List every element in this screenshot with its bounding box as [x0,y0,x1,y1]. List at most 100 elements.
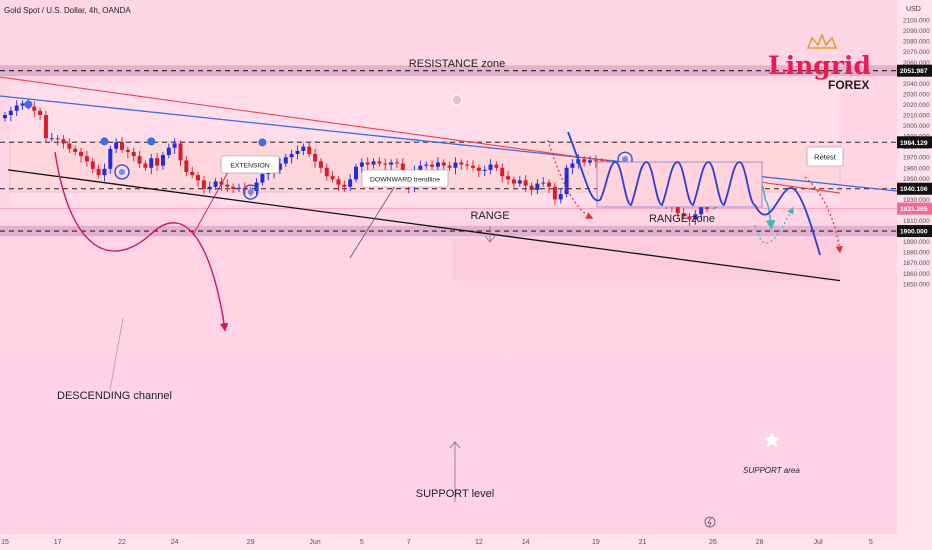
candle[interactable] [354,163,358,183]
candle-body [371,161,376,165]
candle[interactable] [172,138,177,155]
candle[interactable] [231,183,236,194]
candle[interactable] [348,174,353,191]
candle[interactable] [90,158,95,174]
candle[interactable] [541,177,546,187]
candle[interactable] [79,147,84,163]
candle[interactable] [8,106,13,122]
candle[interactable] [137,150,142,168]
candle[interactable] [570,159,575,175]
candle[interactable] [447,161,452,171]
candle[interactable] [184,156,189,177]
candle[interactable] [523,175,528,193]
candle[interactable] [506,170,511,185]
candle[interactable] [488,159,493,175]
candle-body [330,176,335,180]
candle[interactable] [453,157,458,175]
candle[interactable] [237,183,241,193]
candle[interactable] [359,158,364,174]
candle[interactable] [67,138,72,153]
candle[interactable] [558,188,563,204]
candle[interactable] [441,159,446,170]
candle[interactable] [38,107,43,121]
candle[interactable] [517,176,522,187]
candle[interactable] [295,145,300,160]
candle[interactable] [681,207,686,220]
candle[interactable] [125,146,130,159]
candle[interactable] [108,145,113,175]
candle[interactable] [476,164,481,178]
candle[interactable] [55,135,60,146]
candle[interactable] [190,166,195,179]
candle[interactable] [3,111,7,122]
candle[interactable] [166,143,171,159]
candle[interactable] [471,160,475,171]
candle[interactable] [511,176,516,188]
candle[interactable] [564,164,569,198]
candle[interactable] [96,164,101,179]
candle[interactable] [14,100,19,117]
candle[interactable] [225,179,230,193]
candle[interactable] [588,156,592,166]
candle[interactable] [289,149,294,164]
crown-icon [806,32,838,49]
candle[interactable] [547,179,552,194]
candle[interactable] [593,155,598,168]
candle[interactable] [307,142,312,158]
candle[interactable] [283,154,288,167]
candle[interactable] [377,157,382,167]
candle[interactable] [687,213,692,226]
candle[interactable] [84,150,89,167]
candle[interactable] [61,135,66,149]
x-tick-label: 24 [171,539,179,546]
target-star-icon [764,432,780,447]
candle[interactable] [529,182,534,196]
candle[interactable] [178,140,183,166]
candle[interactable] [207,181,212,194]
candle[interactable] [73,145,78,156]
candle[interactable] [500,163,505,183]
candle[interactable] [120,137,124,153]
candle[interactable] [149,154,154,175]
candle[interactable] [114,138,119,153]
candle[interactable] [196,171,201,187]
candle[interactable] [435,157,440,172]
candle[interactable] [143,160,148,171]
candle[interactable] [394,158,399,168]
candle[interactable] [459,159,464,170]
candle[interactable] [254,178,259,196]
candle[interactable] [330,170,335,183]
candle[interactable] [301,143,306,156]
candle[interactable] [313,148,318,168]
candle[interactable] [201,176,206,195]
candle[interactable] [49,132,54,142]
candle[interactable] [342,180,347,193]
candle[interactable] [32,101,37,118]
candle[interactable] [318,158,323,174]
candle[interactable] [102,163,107,182]
candles-layer[interactable] [3,99,709,226]
candle[interactable] [371,158,376,169]
candle-body [459,162,464,165]
candle[interactable] [277,158,282,175]
candle[interactable] [389,159,394,170]
candle[interactable] [383,158,388,171]
candle[interactable] [693,209,698,225]
candle[interactable] [324,163,329,181]
candle[interactable] [582,156,587,167]
candle[interactable] [160,151,165,170]
candle[interactable] [535,179,540,195]
candle[interactable] [424,161,429,169]
candle[interactable] [465,160,470,170]
candle[interactable] [552,182,557,205]
candle[interactable] [365,157,370,170]
candle[interactable] [20,100,25,110]
candle[interactable] [43,110,48,143]
candle[interactable] [213,178,218,190]
candle[interactable] [482,165,487,177]
candle[interactable] [494,161,499,171]
candle[interactable] [155,152,160,171]
candle[interactable] [131,147,136,162]
candle[interactable] [336,176,341,191]
